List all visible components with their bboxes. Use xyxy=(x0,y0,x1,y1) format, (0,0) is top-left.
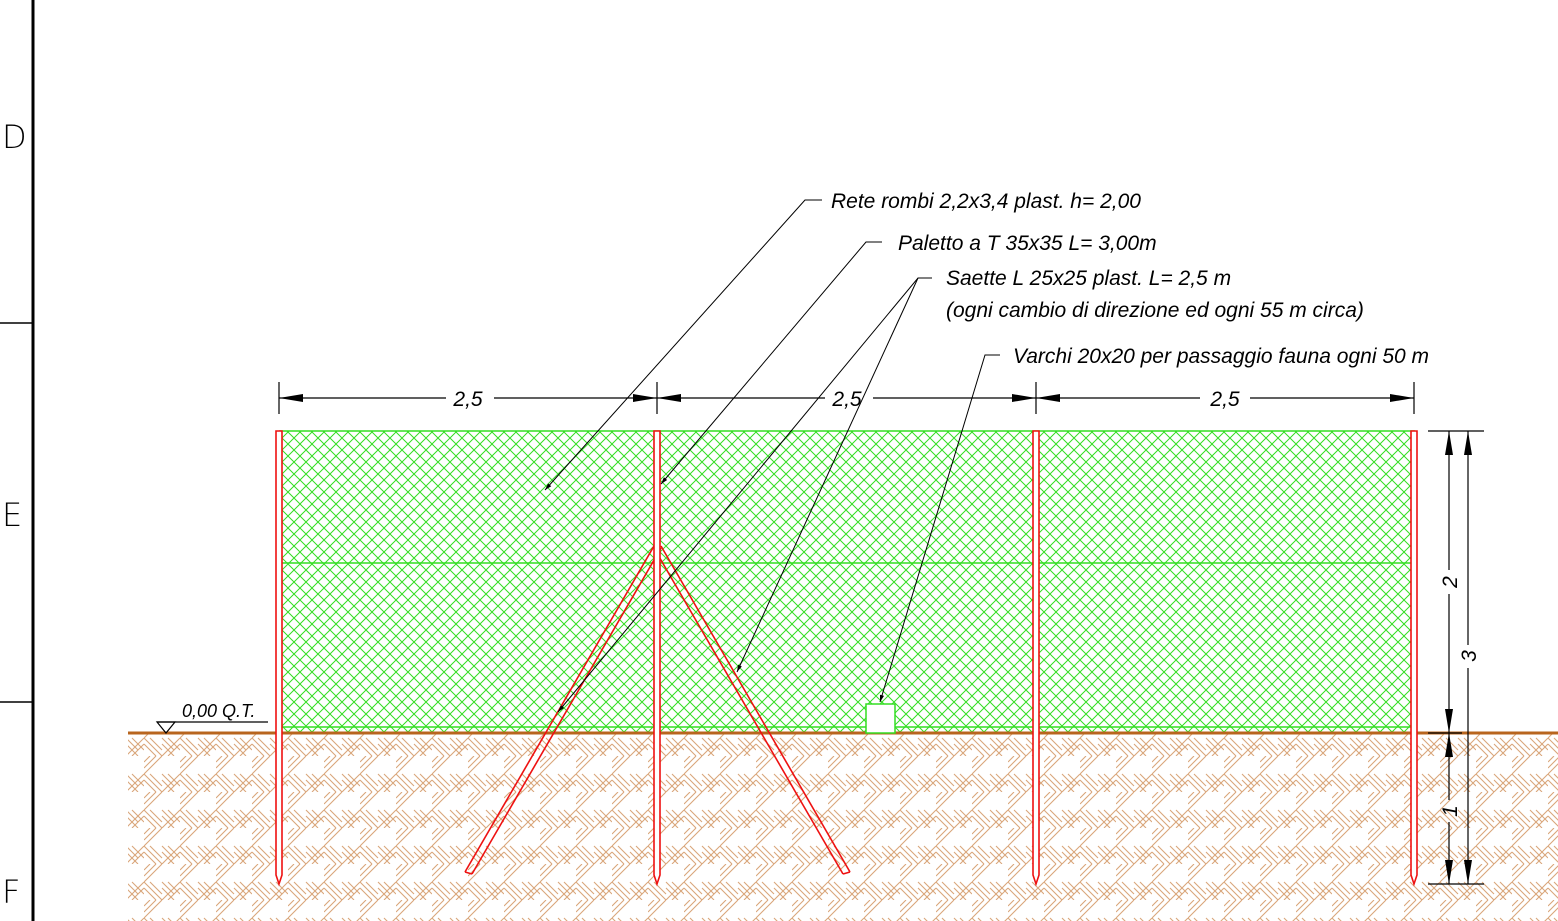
ground-level-marker: 0,00 Q.T. xyxy=(155,701,268,734)
frame-label-f: F xyxy=(2,873,20,911)
fence-post-3 xyxy=(1032,430,1040,887)
ground-level-label: 0,00 Q.T. xyxy=(182,701,255,721)
dimension-span-2: 2,5 xyxy=(831,388,862,411)
note-post: Paletto a T 35x35 L= 3,00m xyxy=(898,232,1157,255)
vertical-dimensions xyxy=(1428,430,1484,885)
note-braces: Saette L 25x25 plast. L= 2,5 m xyxy=(946,267,1231,290)
dimension-net-height: 2 xyxy=(1439,576,1462,589)
horizontal-dimensions xyxy=(278,382,1415,414)
note-braces-detail: (ogni cambio di direzione ed ogni 55 m c… xyxy=(946,299,1364,322)
wildlife-passage xyxy=(865,703,896,734)
note-net: Rete rombi 2,2x3,4 plast. h= 2,00 xyxy=(831,190,1141,213)
dimension-span-1: 2,5 xyxy=(452,388,483,411)
diagonal-braces xyxy=(464,545,851,875)
dimension-span-3: 2,5 xyxy=(1209,388,1240,411)
note-wildlife-passage: Varchi 20x20 per passaggio fauna ogni 50… xyxy=(1013,345,1429,368)
dimension-post-length: 3 xyxy=(1458,650,1481,662)
leader-lines xyxy=(544,199,1000,713)
fence-post-4 xyxy=(1410,430,1418,887)
dimension-embedment: 1 xyxy=(1439,805,1462,817)
fence-posts xyxy=(275,430,1418,887)
frame-label-e: E xyxy=(2,496,22,534)
wire-mesh-net xyxy=(279,430,1415,733)
frame-label-d: D xyxy=(2,118,27,156)
fence-post-2 xyxy=(653,430,661,887)
sheet-frame: D E F xyxy=(0,0,35,921)
soil-section xyxy=(128,733,1558,921)
fence-post-1 xyxy=(275,430,283,887)
